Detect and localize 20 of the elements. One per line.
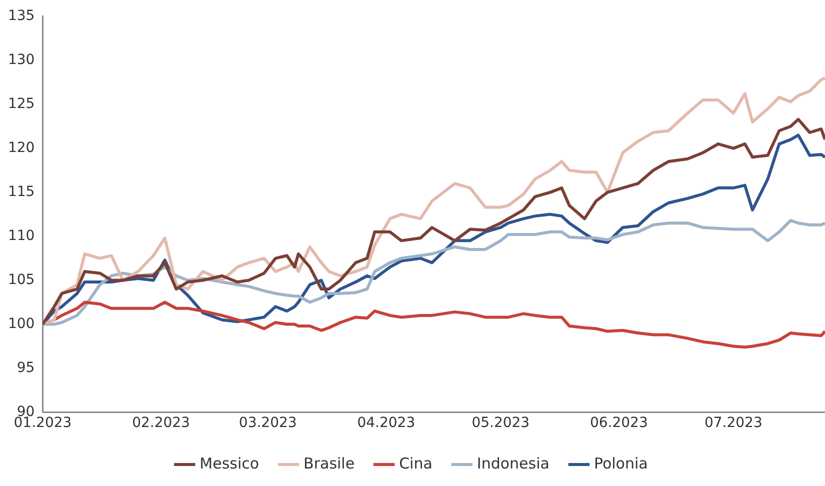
legend-label: Messico: [200, 454, 260, 472]
legend-label: Indonesia: [476, 454, 550, 472]
y-tick-label: 110: [8, 228, 35, 244]
x-tick-label: 06.2023: [590, 415, 648, 432]
x-tick-label: 04.2023: [357, 415, 416, 432]
y-tick-label: 130: [8, 52, 35, 68]
legend-label: Brasile: [304, 454, 355, 472]
x-tick-label: 02.2023: [132, 415, 190, 432]
y-tick-label: 115: [8, 184, 35, 200]
y-tick-label: 95: [16, 360, 35, 376]
x-tick-label: 03.2023: [238, 415, 297, 432]
y-tick-label: 135: [8, 8, 35, 24]
x-tick-label: 07.2023: [704, 415, 762, 432]
y-tick-label: 125: [8, 96, 35, 112]
x-tick-label: 05.2023: [472, 415, 530, 432]
legend-label: Cina: [399, 454, 432, 472]
y-tick-label: 100: [8, 316, 35, 332]
legend-label: Polonia: [594, 454, 648, 472]
y-tick-label: 105: [8, 272, 35, 288]
y-tick-label: 120: [8, 140, 35, 156]
